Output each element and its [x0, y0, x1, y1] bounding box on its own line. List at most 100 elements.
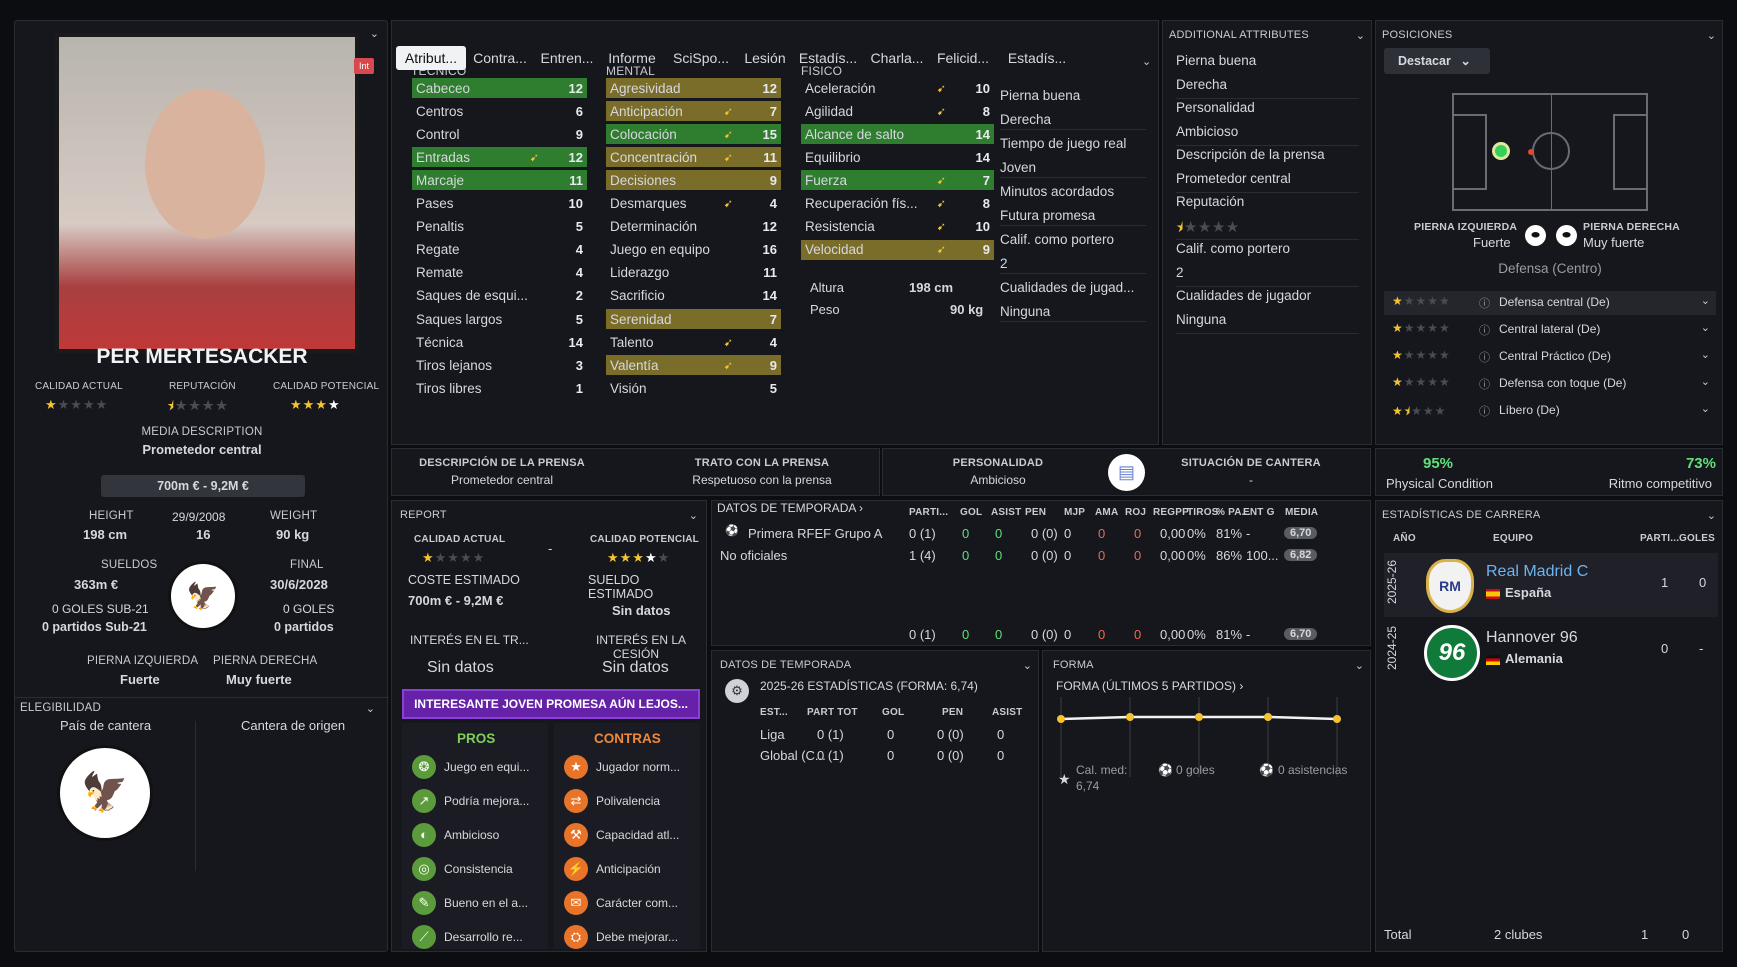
chevron-down-icon[interactable]: ⌄ — [365, 703, 375, 715]
career-row[interactable]: 2025-26 RM Real Madrid C España 1 0 — [1384, 553, 1718, 617]
season2-cell[interactable]: Liga — [760, 727, 785, 742]
career-row[interactable]: 2024-25 96 Hannover 96 Alemania 0 - — [1384, 619, 1718, 683]
chevron-down-icon[interactable]: ⌄ — [1700, 376, 1710, 388]
position-row[interactable]: ★★★★★ ⓘ Central lateral (De) ⌄ — [1384, 318, 1716, 342]
season-comp[interactable]: Primera RFEF Grupo A — [748, 526, 883, 541]
season2-cell[interactable]: Global (C... — [760, 748, 826, 763]
tab-5[interactable]: Lesión — [744, 50, 786, 66]
tab-7[interactable]: Charla... — [870, 50, 924, 66]
career-team-link[interactable]: Hannover 96 — [1486, 629, 1578, 646]
season-col-header[interactable]: ASIST — [991, 507, 1022, 518]
pos-right-foot: Muy fuerte — [1583, 235, 1645, 250]
report-banner[interactable]: INTERESANTE JOVEN PROMESA AÚN LEJOS... — [402, 689, 700, 719]
attribute-value: 7 — [769, 103, 777, 119]
attribute-value: 2 — [575, 288, 583, 304]
tab-6[interactable]: Estadís... — [798, 50, 858, 66]
season-cell: 81% — [1216, 627, 1243, 642]
attribute-row: Equilibrio 14 — [801, 147, 994, 167]
tab-1[interactable]: Contra... — [473, 50, 527, 66]
form-link[interactable]: FORMA (ÚLTIMOS 5 PARTIDOS) › — [1056, 679, 1244, 693]
season-col-header[interactable]: PARTI... — [909, 507, 949, 518]
attribute-name: Liderazgo — [610, 265, 670, 281]
chevron-down-icon[interactable]: ⌄ — [369, 28, 379, 40]
season-comp[interactable]: No oficiales — [720, 548, 788, 563]
chevron-down-icon[interactable]: ⌄ — [1700, 349, 1710, 361]
press-desc: Prometedor central — [450, 473, 554, 487]
position-row[interactable]: ★★★★★ ⓘ Defensa con toque (De) ⌄ — [1384, 372, 1716, 396]
pro-item[interactable]: Consistencia — [444, 862, 513, 876]
weight-label: WEIGHT — [270, 510, 318, 522]
tab-9[interactable]: Estadís... — [1007, 50, 1067, 66]
position-stars: ★★★★★ — [1392, 375, 1451, 389]
arrow-up-icon: ➹ — [936, 174, 946, 187]
left-foot-value: Fuerte — [120, 672, 160, 687]
chevron-down-icon[interactable]: ⌄ — [1700, 295, 1710, 307]
tab-2[interactable]: Entren... — [540, 50, 594, 66]
career-country: Alemania — [1505, 651, 1563, 666]
contra-item[interactable]: Anticipación — [596, 862, 661, 876]
contra-item[interactable]: Debe mejorar... — [596, 930, 679, 944]
pro-item[interactable]: Juego en equi... — [444, 760, 530, 774]
chevron-down-icon[interactable]: ⌄ — [1706, 30, 1716, 42]
season-cell: 1 (4) — [909, 548, 936, 563]
season-col-header[interactable]: % PA... — [1216, 507, 1251, 518]
pitch-diagram — [1452, 93, 1648, 211]
career-team-link[interactable]: Real Madrid C — [1486, 563, 1589, 580]
season-col-header[interactable]: AMA — [1095, 507, 1119, 518]
contra-item[interactable]: Capacidad atl... — [596, 828, 680, 842]
chevron-down-icon[interactable]: ⌄ — [1142, 56, 1152, 68]
season-col-header[interactable]: MEDIA — [1285, 507, 1319, 518]
rep-label: REPUTACIÓN — [169, 381, 236, 392]
position-name: Defensa con toque (De) — [1499, 376, 1627, 390]
attribute-row: Talento ➹ 4 — [606, 332, 781, 352]
season-col-header[interactable]: TIROS — [1187, 507, 1219, 518]
position-stars: ★★★★★ — [1392, 294, 1451, 308]
tab-4[interactable]: SciSpo... — [672, 50, 730, 66]
chevron-down-icon[interactable]: ⌄ — [1700, 322, 1710, 334]
tab-0[interactable]: Atribut... — [396, 46, 466, 70]
player-photo — [55, 33, 359, 353]
career-country: España — [1505, 585, 1552, 600]
career-year: 2024-25 — [1385, 625, 1400, 671]
pos-right-foot-label: PIERNA DERECHA — [1583, 221, 1680, 233]
eligibility-link[interactable]: ELEGIBILIDAD — [20, 702, 102, 714]
extra-item: Futura promesa — [1000, 208, 1146, 226]
season-link[interactable]: DATOS DE TEMPORADA › — [717, 501, 864, 515]
season2-col-header: EST... — [760, 707, 788, 718]
chevron-down-icon[interactable]: ⌄ — [1022, 660, 1032, 672]
season-col-header[interactable]: ENT G — [1243, 507, 1275, 518]
highlight-button[interactable]: Destacar ⌄ — [1384, 48, 1490, 74]
season-col-header[interactable]: GOL — [960, 507, 983, 518]
season-col-header[interactable]: ROJ — [1125, 507, 1147, 518]
position-row[interactable]: ★⯨★★★ ⓘ Líbero (De) ⌄ — [1384, 399, 1716, 423]
contra-item[interactable]: Carácter com... — [596, 896, 679, 910]
pro-item[interactable]: Ambicioso — [444, 828, 500, 842]
arrow-up-icon: ➹ — [936, 221, 946, 234]
season-col-header[interactable]: REGPP — [1153, 507, 1190, 518]
position-row[interactable]: ★★★★★ ⓘ Central Práctico (De) ⌄ — [1384, 345, 1716, 369]
chevron-down-icon[interactable]: ⌄ — [1700, 403, 1710, 415]
peso-value: 90 kg — [950, 302, 984, 317]
chevron-down-icon[interactable]: ⌄ — [1354, 660, 1364, 672]
season-col-header[interactable]: PEN — [1025, 507, 1047, 518]
chevron-down-icon[interactable]: ⌄ — [688, 510, 698, 522]
report-icon[interactable]: ▤ — [1108, 454, 1145, 491]
tab-8[interactable]: Felicid... — [936, 50, 990, 66]
position-row[interactable]: ★★★★★ ⓘ Defensa central (De) ⌄ — [1384, 291, 1716, 315]
tab-3[interactable]: Informe — [608, 50, 656, 66]
season-col-header[interactable]: MJP — [1064, 507, 1086, 518]
attribute-row: Pases 10 — [412, 194, 587, 214]
end-value: 30/6/2028 — [270, 577, 328, 592]
season-cell: 0% — [1187, 548, 1206, 563]
chevron-down-icon[interactable]: ⌄ — [1355, 30, 1365, 42]
pro-item[interactable]: Desarrollo re... — [444, 930, 523, 944]
pro-item[interactable]: Podría mejora... — [444, 794, 530, 808]
contra-item[interactable]: Jugador norm... — [596, 760, 681, 774]
additional-item: Derecha — [1176, 77, 1359, 99]
extra-item: Cualidades de jugad... — [1000, 280, 1135, 295]
pro-item[interactable]: Bueno en el a... — [444, 896, 529, 910]
attribute-name: Regate — [416, 242, 460, 258]
contra-item[interactable]: Polivalencia — [596, 794, 661, 808]
season-cell: 0,00 — [1160, 627, 1186, 642]
chevron-down-icon[interactable]: ⌄ — [1706, 510, 1716, 522]
